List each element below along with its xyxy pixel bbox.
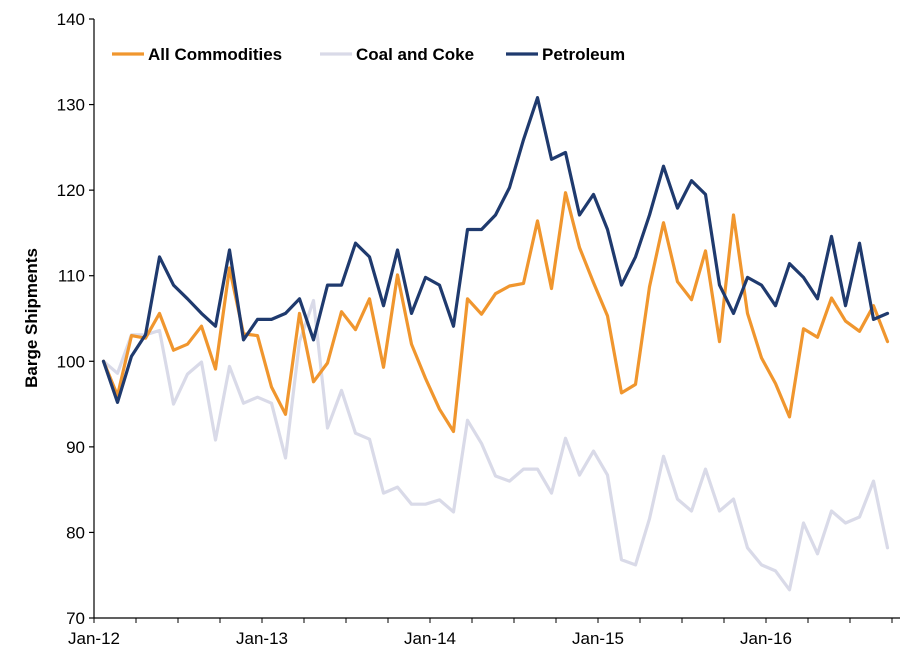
series-lines <box>101 96 890 592</box>
y-tick-label: 80 <box>66 523 85 542</box>
y-axis-title: Barge Shipments <box>22 248 41 388</box>
x-axis-ticks: Jan-12 Jan-13 Jan-14 Jan-15 Jan-16 <box>68 618 893 648</box>
x-tick-label: Jan-15 <box>572 629 624 648</box>
x-tick-label: Jan-14 <box>404 629 456 648</box>
y-tick-label: 120 <box>57 181 85 200</box>
y-axis-ticks: 70 80 90 100 110 120 130 140 <box>57 10 94 628</box>
x-tick-label: Jan-12 <box>68 629 120 648</box>
series-line-all-commodities <box>101 191 890 434</box>
y-tick-label: 110 <box>58 267 85 286</box>
y-tick-label: 140 <box>57 10 85 29</box>
y-tick-label: 100 <box>57 352 85 371</box>
x-tick-label: Jan-13 <box>236 629 288 648</box>
y-tick-label: 70 <box>66 609 85 628</box>
axes <box>93 19 900 619</box>
legend-label-petroleum: Petroleum <box>542 45 625 64</box>
legend-label-all-commodities: All Commodities <box>148 45 282 64</box>
y-tick-label: 130 <box>57 96 85 115</box>
legend-label-coal-and-coke: Coal and Coke <box>356 45 474 64</box>
y-tick-label: 90 <box>66 438 85 457</box>
series-line-petroleum <box>101 96 890 404</box>
x-tick-label: Jan-16 <box>740 629 792 648</box>
legend: All Commodities Coal and Coke Petroleum <box>112 45 625 64</box>
series-line-coal-and-coke <box>101 298 890 592</box>
